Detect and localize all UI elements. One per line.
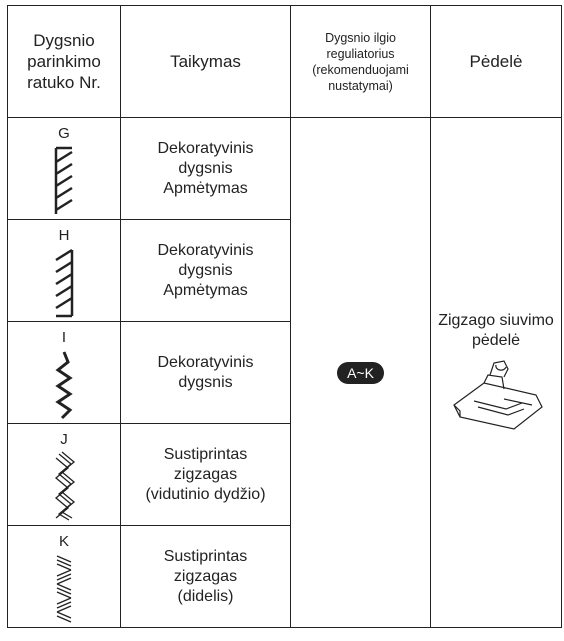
application-text: Sustiprintas [163, 445, 248, 463]
header-text: Dygsnio ilgio [325, 30, 396, 45]
header-row: Dygsnio parinkimo ratuko Nr. Taikymas Dy… [7, 5, 562, 118]
stitch-letter: K [58, 533, 69, 550]
stitch-cell: H [7, 219, 121, 322]
length-cell: A~K [290, 117, 431, 628]
header-text: reguliatorius [326, 46, 395, 61]
application-text: Dekoratyvinis [157, 139, 254, 157]
header-text: Taikymas [170, 52, 241, 71]
stitch-letter: H [58, 227, 70, 244]
header-text: ratuko Nr. [27, 73, 101, 92]
table-row: G Dekoratyvinis dygsnis Apmėtymas A~K Zi… [7, 117, 562, 628]
header-text: Pėdelė [469, 52, 523, 71]
header-text: (rekomenduojami [312, 62, 409, 77]
header-text: parinkimo [27, 52, 101, 71]
stitch-table: Dygsnio parinkimo ratuko Nr. Taikymas Dy… [7, 5, 562, 628]
header-cell: Taikymas [120, 5, 291, 118]
application-cell: Dekoratyvinis dygsnis Apmėtymas [120, 219, 291, 322]
table-row: J Sustiprintas zigzagas (vidutinio dydži… [7, 423, 562, 526]
table-row: K Sustiprintas zigzagas (didelis) [7, 525, 562, 628]
presser-foot-icon [453, 359, 543, 430]
stitch-letter: G [58, 125, 70, 142]
stitch-cell: I [7, 321, 121, 424]
stitch-letter: J [60, 431, 68, 448]
application-text: zigzagas [173, 567, 238, 585]
foot-text: Zigzago siuvimo [438, 311, 554, 329]
application-text: dygsnis [178, 261, 233, 279]
table-row: H Dekoratyvinis dygsnis Apmėtymas [7, 219, 562, 322]
stitch-cell: K [7, 525, 121, 628]
foot-text: pėdelė [471, 331, 521, 349]
stitch-icon [55, 351, 73, 420]
header-cell: Pėdelė [430, 5, 562, 118]
header-text: Dygsnio [33, 31, 95, 50]
stitch-icon [55, 248, 74, 318]
application-text: Sustiprintas [163, 547, 248, 565]
application-text: (didelis) [177, 587, 234, 605]
stitch-letter: I [61, 329, 67, 346]
stitch-icon [54, 451, 76, 521]
stitch-icon [56, 555, 72, 623]
application-text: (vidutinio dydžio) [145, 485, 266, 503]
application-text: Apmėtymas [163, 281, 248, 299]
application-cell: Dekoratyvinis dygsnis Apmėtymas [120, 117, 291, 220]
application-cell: Sustiprintas zigzagas (vidutinio dydžio) [120, 423, 291, 526]
application-cell: Sustiprintas zigzagas (didelis) [120, 525, 291, 628]
application-text: dygsnis [178, 373, 233, 391]
application-text: Apmėtymas [163, 179, 248, 197]
stitch-cell: J [7, 423, 121, 526]
application-text: Dekoratyvinis [157, 353, 254, 371]
header-text: nustatymai) [328, 78, 393, 93]
application-cell: Dekoratyvinis dygsnis [120, 321, 291, 424]
application-text: zigzagas [173, 465, 238, 483]
stitch-cell: G [7, 117, 121, 220]
header-cell: Dygsnio ilgio reguliatorius (rekomenduoj… [290, 5, 431, 118]
application-text: Dekoratyvinis [157, 241, 254, 259]
application-text: dygsnis [178, 159, 233, 177]
foot-cell: Zigzago siuvimo pėdelė [430, 117, 562, 628]
stitch-icon [54, 146, 73, 214]
length-badge: A~K [337, 361, 384, 384]
header-cell: Dygsnio parinkimo ratuko Nr. [7, 5, 121, 118]
